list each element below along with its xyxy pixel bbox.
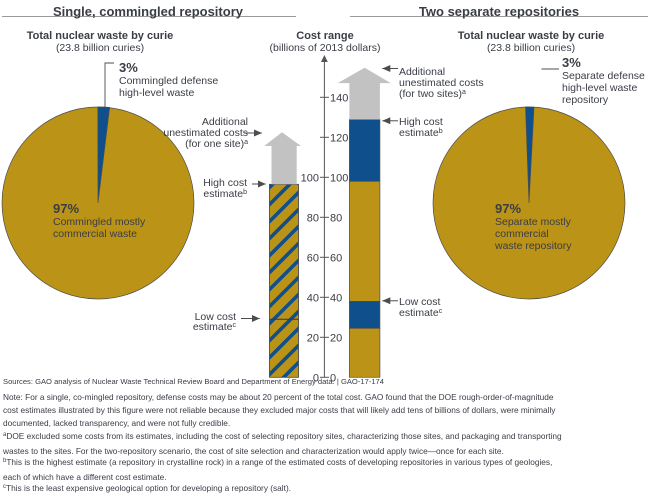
svg-text:80: 80 [330,212,342,224]
svg-text:20: 20 [307,332,319,344]
svg-text:100: 100 [330,172,348,184]
svg-text:120: 120 [330,132,348,144]
svg-text:100: 100 [301,172,319,184]
svg-text:20: 20 [330,332,342,344]
svg-text:140: 140 [330,92,348,104]
svg-text:80: 80 [307,212,319,224]
svg-text:60: 60 [307,252,319,264]
svg-text:60: 60 [330,252,342,264]
svg-text:40: 40 [307,292,319,304]
svg-text:40: 40 [330,292,342,304]
